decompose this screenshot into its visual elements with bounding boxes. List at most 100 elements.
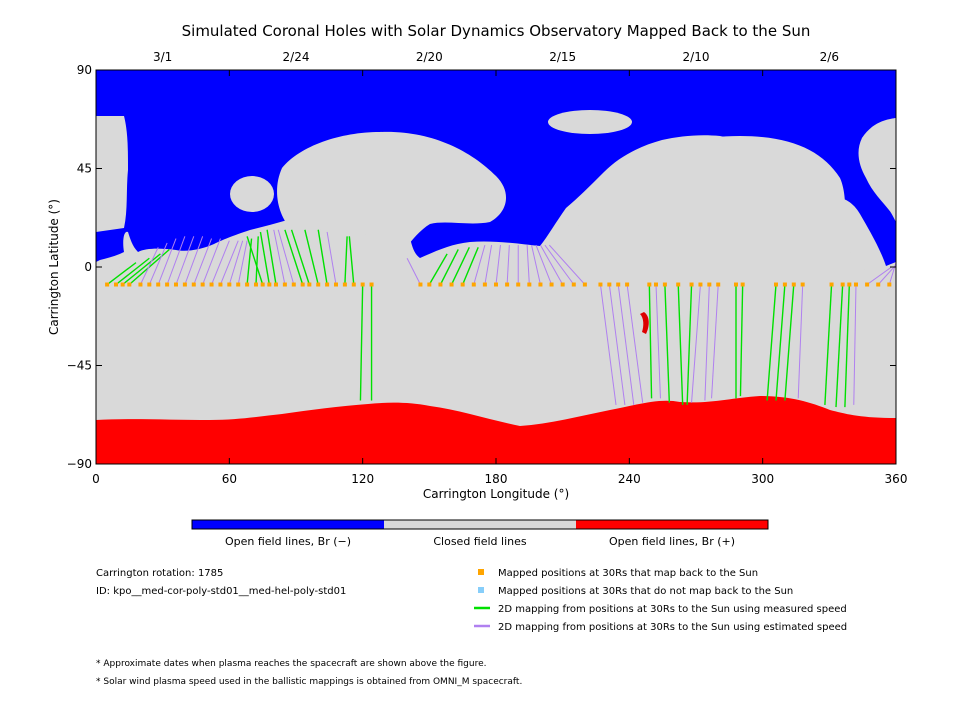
mapping-line-estimated: [655, 284, 661, 399]
mapped-position-point: [200, 282, 205, 287]
mapped-position-point: [471, 282, 476, 287]
mapped-position-point: [740, 282, 745, 287]
mapping-line-estimated: [797, 284, 804, 399]
mapping-line-estimated: [148, 242, 168, 285]
footnote-dates: * Approximate dates when plasma reaches …: [96, 659, 487, 669]
mapping-line-estimated: [277, 229, 295, 285]
mapped-position-point: [516, 282, 521, 287]
legend-marker: [478, 587, 484, 593]
chart-title: Simulated Coronal Holes with Solar Dynam…: [182, 22, 811, 40]
mapped-position-point: [782, 282, 787, 287]
date-label: 2/24: [283, 50, 310, 64]
closed-island: [277, 131, 507, 250]
mapping-line-measured: [255, 236, 259, 285]
mapping-line-estimated: [526, 245, 530, 285]
date-label: 2/10: [683, 50, 710, 64]
x-axis-label: Carrington Longitude (°): [423, 487, 569, 501]
mapped-position-point: [274, 282, 278, 287]
date-axis: 3/1 2/24 2/20 2/15 2/10 2/6: [153, 50, 839, 64]
mapped-position-point: [598, 282, 603, 287]
mapped-position-point: [127, 282, 132, 287]
closed-island: [230, 176, 274, 212]
mapping-line-measured: [835, 284, 844, 408]
mapped-position-point: [342, 282, 347, 287]
mapped-position-point: [165, 282, 170, 287]
closed-island: [96, 136, 896, 290]
mapped-position-point: [876, 282, 881, 287]
mapped-position-point: [209, 282, 214, 287]
mapping-line-measured: [122, 253, 161, 286]
mapped-position-point: [847, 282, 852, 287]
mapped-position-point: [174, 282, 178, 287]
mapping-line-measured: [246, 236, 264, 285]
mapped-position-point: [245, 282, 250, 287]
mapped-position-point: [707, 282, 712, 287]
mapping-line-estimated: [193, 238, 213, 285]
mapping-line-estimated: [544, 244, 575, 285]
mapped-position-point: [156, 282, 161, 287]
mapping-line-estimated: [617, 284, 635, 405]
mapped-position-point: [571, 282, 576, 287]
x-tick-label: 240: [618, 472, 641, 486]
mapping-line-measured: [450, 246, 470, 285]
mapped-position-point: [114, 282, 118, 287]
x-tick-label: 180: [485, 472, 508, 486]
mapping-line-measured: [359, 284, 364, 401]
date-label: 2/20: [416, 50, 443, 64]
mapping-line-measured: [266, 229, 277, 285]
mapped-position-point: [829, 282, 834, 287]
mapping-line-measured: [304, 229, 319, 285]
mapped-position-point: [505, 282, 510, 287]
mapped-position-point: [427, 282, 432, 287]
footnote-speed: * Solar wind plasma speed used in the ba…: [96, 677, 522, 687]
mapping-line-measured: [317, 229, 328, 285]
mapped-position-point: [418, 282, 423, 287]
mapped-position-point: [716, 282, 721, 287]
mapped-position-point: [698, 282, 703, 287]
mapping-line-estimated: [157, 238, 177, 285]
mapped-position-point: [582, 282, 587, 287]
colorbar-label-closed: Closed field lines: [433, 535, 527, 548]
mapping-line-estimated: [853, 284, 857, 405]
colorbar-open-positive: [576, 520, 768, 529]
mapping-line-estimated: [626, 284, 644, 403]
mapped-position-point: [494, 282, 498, 287]
date-label: 2/6: [820, 50, 839, 64]
mapping-line-estimated: [704, 284, 710, 401]
mapping-line-measured: [664, 284, 671, 403]
mapped-position-point: [689, 282, 694, 287]
mapped-position-point: [840, 282, 845, 287]
mapping-line-measured: [775, 284, 786, 401]
legend-marker: [478, 569, 484, 575]
mapping-line-estimated: [184, 236, 204, 285]
mapping-line-measured: [439, 249, 459, 285]
mapping-line-estimated: [495, 245, 501, 285]
mapping-line-measured: [259, 231, 271, 285]
mapped-position-point: [351, 282, 356, 287]
mapped-position-point: [607, 282, 612, 287]
colorbar-label-negative: Open field lines, Br (−): [225, 535, 351, 548]
colorbar-label-positive: Open field lines, Br (+): [609, 535, 735, 548]
mapped-position-point: [218, 282, 223, 287]
mapping-line-measured: [677, 284, 684, 405]
mapped-position-point: [369, 282, 374, 287]
mapped-position-point: [182, 282, 187, 287]
x-tick-label: 120: [351, 472, 374, 486]
x-tick-label: 0: [92, 472, 100, 486]
y-axis: −90 −45 0 45 90: [67, 63, 896, 471]
legend: Mapped positions at 30Rs that map back t…: [474, 568, 847, 633]
y-tick-label: −45: [67, 359, 92, 373]
mapping-line-estimated: [166, 236, 186, 285]
mapping-line-measured: [784, 284, 795, 401]
closed-island: [96, 116, 128, 232]
mapping-line-estimated: [866, 266, 892, 285]
y-axis-label: Carrington Latitude (°): [47, 199, 61, 335]
legend-label: 2D mapping from positions at 30Rs to the…: [498, 604, 847, 615]
mapped-position-point: [887, 282, 892, 287]
mapped-position-point: [662, 282, 667, 287]
mapped-position-point: [549, 282, 554, 287]
mapping-line-measured: [348, 236, 355, 285]
mapped-position-point: [774, 282, 778, 287]
plot-area: [96, 70, 896, 464]
